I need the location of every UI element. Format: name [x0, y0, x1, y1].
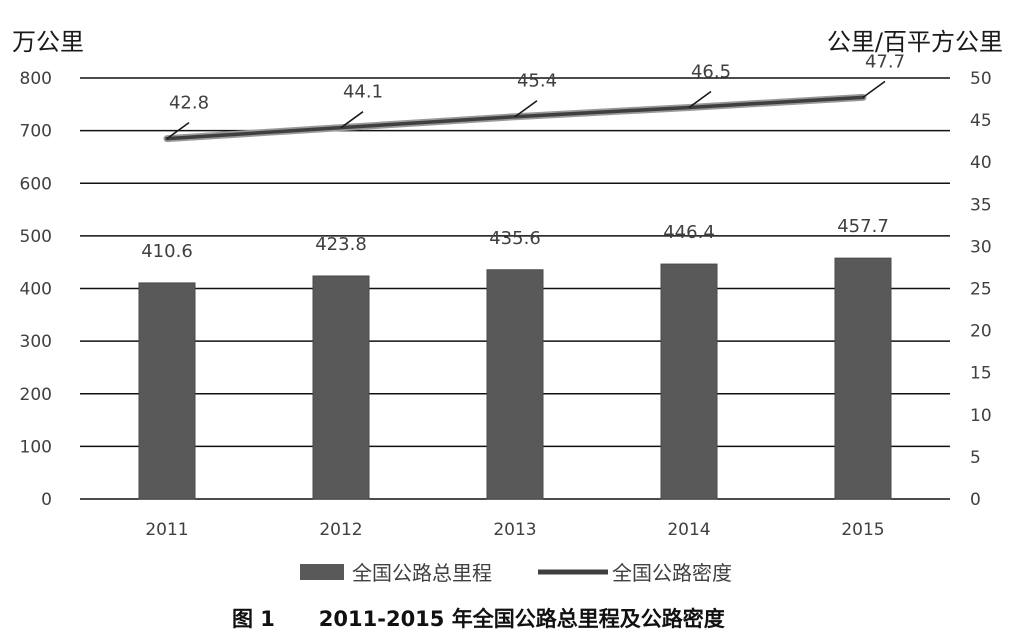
line-data-label: 46.5 [691, 61, 731, 82]
line-label-leader [166, 121, 190, 140]
right-axis-tick-label: 0 [970, 490, 981, 510]
bar [138, 282, 196, 500]
line-label-leader [514, 100, 538, 118]
bar [312, 275, 370, 500]
bar-data-label: 446.4 [663, 222, 715, 243]
line-label-leader [688, 90, 712, 109]
left-axis-unit: 万公里 [12, 28, 84, 56]
left-axis-tick-label: 300 [20, 332, 52, 352]
bar-data-label: 457.7 [837, 216, 889, 237]
bar [660, 263, 718, 500]
x-axis-ticks: 2011 2012 2013 2014 2015 [145, 520, 884, 540]
line-label-leader [862, 80, 886, 99]
x-axis-tick-label: 2014 [667, 520, 710, 540]
x-axis-tick-label: 2015 [841, 520, 884, 540]
line-label-leader [340, 111, 364, 129]
right-axis-tick-label: 15 [970, 364, 992, 384]
legend-line-label: 全国公路密度 [612, 561, 732, 585]
left-axis-tick-label: 800 [20, 69, 52, 89]
left-axis-tick-label: 500 [20, 227, 52, 247]
legend-bar-swatch [300, 564, 344, 580]
line-data-label: 45.4 [517, 71, 557, 92]
right-axis-tick-label: 45 [970, 111, 992, 131]
right-axis-tick-label: 20 [970, 322, 992, 342]
right-axis-tick-label: 30 [970, 237, 992, 257]
bar [486, 269, 544, 500]
right-axis-tick-label: 5 [970, 448, 981, 468]
legend-bar-label: 全国公路总里程 [352, 561, 492, 585]
bars: 410.6 423.8 435.6 446.4 457.7 [138, 216, 892, 500]
line-data-label: 42.8 [169, 93, 209, 114]
bar-data-label: 410.6 [141, 241, 193, 262]
right-axis-ticks: 0 5 10 15 20 25 30 35 40 45 50 [970, 69, 992, 510]
figure-caption: 图 1 2011-2015 年全国公路总里程及公路密度 [232, 607, 725, 631]
density-line: 42.8 44.1 45.4 46.5 47.7 [163, 51, 905, 143]
x-axis-tick-label: 2012 [319, 520, 362, 540]
legend: 全国公路总里程 全国公路密度 [300, 561, 732, 585]
right-axis-tick-label: 10 [970, 406, 992, 426]
left-axis-tick-label: 200 [20, 385, 52, 405]
right-axis-tick-label: 50 [970, 69, 992, 89]
left-axis-tick-label: 400 [20, 280, 52, 300]
left-axis-tick-label: 700 [20, 122, 52, 142]
bar-data-label: 435.6 [489, 228, 541, 249]
x-axis-tick-label: 2011 [145, 520, 188, 540]
line-data-label: 47.7 [865, 51, 905, 72]
left-axis-tick-label: 600 [20, 174, 52, 194]
right-axis-tick-label: 35 [970, 195, 992, 215]
right-axis-tick-label: 25 [970, 280, 992, 300]
bar [834, 257, 892, 500]
density-line-path [165, 95, 865, 141]
right-axis-unit: 公里/百平方公里 [827, 28, 1003, 56]
left-axis-tick-label: 0 [41, 490, 52, 510]
left-axis-tick-label: 100 [20, 437, 52, 457]
left-axis-ticks: 0 100 200 300 400 500 600 700 800 [20, 69, 52, 510]
bar-data-label: 423.8 [315, 234, 367, 255]
right-axis-tick-label: 40 [970, 153, 992, 173]
line-data-label: 44.1 [343, 82, 383, 103]
x-axis-tick-label: 2013 [493, 520, 536, 540]
